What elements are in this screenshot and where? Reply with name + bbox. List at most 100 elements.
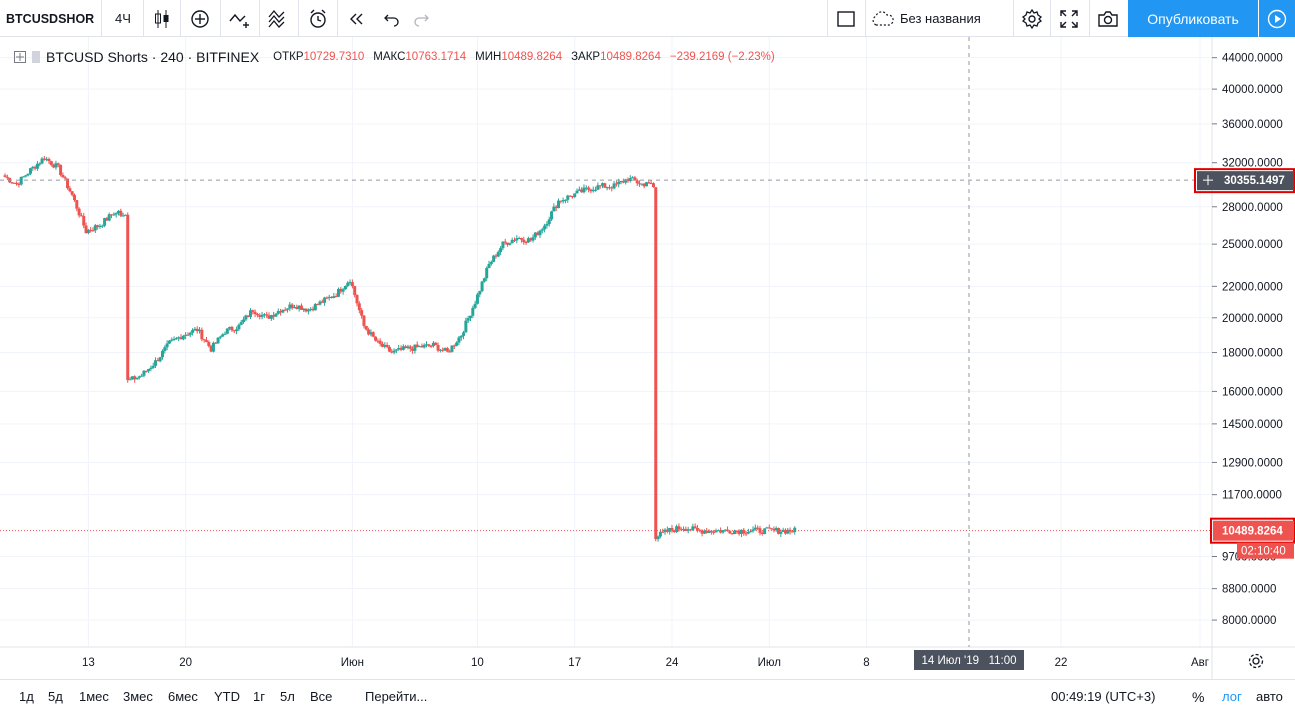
- candles-icon[interactable]: [147, 0, 177, 37]
- candle-body: [721, 530, 725, 533]
- candle-body: [75, 200, 79, 209]
- candle-body: [415, 344, 419, 348]
- play-icon[interactable]: [1259, 0, 1295, 37]
- candle-body: [84, 225, 88, 233]
- candle-body: [33, 166, 37, 169]
- symbol-title[interactable]: BTCUSD Shorts · 240 · BITFINEX: [46, 49, 260, 65]
- candle-body: [77, 208, 81, 216]
- price-chart[interactable]: 44000.0000 40000.0000 36000.0000 32000.0000…: [0, 37, 1295, 679]
- candle-body: [420, 346, 424, 348]
- candle-body: [68, 188, 72, 192]
- auto-toggle[interactable]: авто: [1256, 689, 1283, 704]
- candle-body: [364, 325, 368, 330]
- candle-body: [103, 218, 107, 226]
- candle-body: [684, 528, 688, 531]
- candle-body: [765, 527, 769, 529]
- legend-expand-icon[interactable]: [14, 51, 26, 63]
- candle-body: [246, 315, 250, 317]
- candle-body: [774, 527, 778, 531]
- candle-body: [332, 296, 336, 299]
- symbol-search[interactable]: BTCUSDSHORTS: [6, 11, 94, 26]
- candle-body: [714, 530, 718, 533]
- candle-body: [468, 315, 472, 319]
- range-button[interactable]: Все: [310, 689, 333, 704]
- settings-icon[interactable]: [1016, 0, 1048, 37]
- candle-body: [59, 164, 63, 175]
- timezone-clock[interactable]: 00:49:19 (UTC+3): [1051, 689, 1156, 704]
- candle-body: [380, 343, 384, 347]
- candle-body: [82, 216, 86, 226]
- candle-body: [712, 531, 716, 533]
- candle-body: [353, 286, 357, 296]
- candle-body: [651, 183, 655, 188]
- candle-body: [656, 536, 660, 540]
- price-tick-label: 36000.0000: [1222, 119, 1283, 131]
- range-button[interactable]: 5л: [280, 689, 295, 704]
- candle-body: [612, 183, 616, 189]
- candle-body: [279, 311, 283, 313]
- range-button[interactable]: 1г: [253, 689, 265, 704]
- snapshot-icon[interactable]: [1092, 0, 1124, 37]
- axis-settings-icon[interactable]: [1248, 653, 1264, 669]
- candle-body: [177, 337, 181, 339]
- candle-body: [668, 527, 672, 532]
- candle-body: [394, 349, 398, 351]
- low-value: 10489.8264: [501, 51, 563, 63]
- candle-body: [334, 296, 338, 298]
- candle-body: [550, 211, 554, 220]
- candle-body: [154, 360, 158, 366]
- candle-body: [575, 190, 579, 194]
- candle-body: [140, 375, 144, 377]
- candle-body: [438, 349, 442, 351]
- candle-body: [679, 529, 683, 531]
- undo-icon[interactable]: [378, 0, 406, 37]
- templates-icon[interactable]: [264, 0, 294, 37]
- candle-body: [547, 219, 551, 225]
- candle-body: [316, 303, 320, 305]
- range-button[interactable]: 5д: [48, 689, 63, 704]
- indicators-icon[interactable]: [225, 0, 255, 37]
- candle-body: [531, 237, 535, 241]
- percent-toggle[interactable]: %: [1192, 688, 1205, 705]
- interval-button[interactable]: 4Ч: [115, 11, 131, 26]
- candle-body: [603, 183, 607, 188]
- candle-body: [202, 339, 206, 341]
- candle-body: [165, 343, 169, 348]
- candle-body: [237, 324, 241, 330]
- candle-body: [770, 528, 774, 530]
- candle-body: [119, 210, 123, 216]
- candle-body: [269, 315, 273, 319]
- redo-icon[interactable]: [407, 0, 435, 37]
- replay-icon[interactable]: [342, 0, 372, 37]
- candle-body: [239, 322, 243, 325]
- candle-body: [480, 281, 484, 292]
- candle-body: [777, 527, 781, 534]
- candle-body: [434, 342, 438, 346]
- candle-body: [35, 163, 39, 169]
- publish-button[interactable]: Опубликовать: [1128, 0, 1258, 37]
- compare-icon[interactable]: [185, 0, 215, 37]
- alert-icon[interactable]: [303, 0, 333, 37]
- candle-body: [151, 365, 155, 368]
- candle-body: [93, 225, 97, 231]
- layout-name-button[interactable]: Без названия: [870, 0, 1010, 37]
- range-button[interactable]: YTD: [214, 689, 240, 704]
- candle-body: [607, 187, 611, 189]
- range-button[interactable]: 1мес: [79, 689, 109, 704]
- expand-icon[interactable]: [1053, 0, 1085, 37]
- range-button[interactable]: 3мес: [123, 689, 153, 704]
- price-tick-label: 8000.0000: [1222, 615, 1276, 627]
- candle-body: [22, 176, 26, 178]
- range-button[interactable]: 1д: [19, 689, 34, 704]
- toolbar-divider: [101, 0, 102, 37]
- goto-date-button[interactable]: Перейти...: [365, 689, 428, 704]
- candle-body: [54, 163, 58, 168]
- candle-body: [253, 311, 257, 315]
- fullscreen-toggle-icon[interactable]: [831, 0, 861, 37]
- candle-body: [290, 304, 294, 309]
- range-button[interactable]: 6мес: [168, 689, 198, 704]
- time-tick-label: 20: [179, 657, 192, 669]
- candle-body: [360, 310, 364, 316]
- log-toggle[interactable]: лог: [1222, 689, 1242, 704]
- crosshair-price-label: 30355.1497: [1224, 175, 1285, 187]
